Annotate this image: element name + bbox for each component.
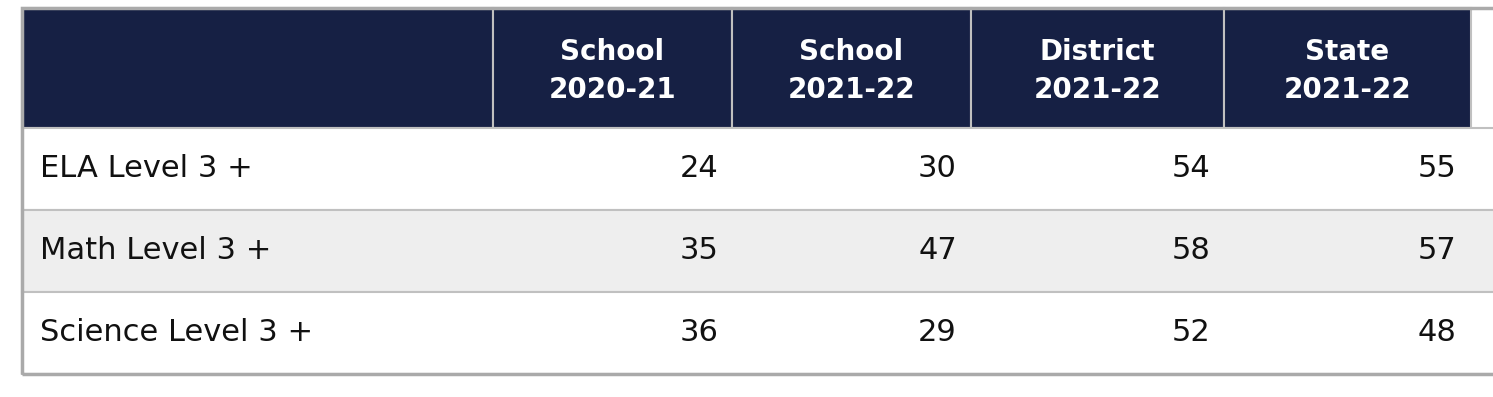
Text: 29: 29 [918, 318, 957, 347]
Text: 36: 36 [679, 318, 718, 347]
Text: 24: 24 [679, 154, 718, 183]
Bar [493, 8, 732, 128]
Text: 2021-22: 2021-22 [1284, 75, 1411, 104]
Text: 57: 57 [1418, 236, 1457, 266]
Text: 30: 30 [918, 154, 957, 183]
Bar [22, 292, 1493, 374]
Text: School: School [799, 39, 903, 66]
Text: 55: 55 [1418, 154, 1457, 183]
Text: School: School [560, 39, 664, 66]
Text: 52: 52 [1172, 318, 1211, 347]
Text: District: District [1041, 39, 1156, 66]
Text: 2021-22: 2021-22 [788, 75, 915, 104]
Text: Math Level 3 +: Math Level 3 + [40, 236, 272, 266]
Text: 47: 47 [918, 236, 957, 266]
Text: ELA Level 3 +: ELA Level 3 + [40, 154, 254, 183]
Bar [22, 8, 493, 128]
Text: 2021-22: 2021-22 [1033, 75, 1162, 104]
Bar [22, 128, 1493, 210]
Bar [22, 210, 1493, 292]
Text: 35: 35 [679, 236, 718, 266]
Text: 48: 48 [1418, 318, 1457, 347]
Text: State: State [1305, 39, 1390, 66]
Text: 2020-21: 2020-21 [549, 75, 676, 104]
Text: Science Level 3 +: Science Level 3 + [40, 318, 314, 347]
Text: 58: 58 [1172, 236, 1211, 266]
Bar [1224, 8, 1471, 128]
Bar [970, 8, 1224, 128]
Bar [732, 8, 970, 128]
Text: 54: 54 [1172, 154, 1211, 183]
